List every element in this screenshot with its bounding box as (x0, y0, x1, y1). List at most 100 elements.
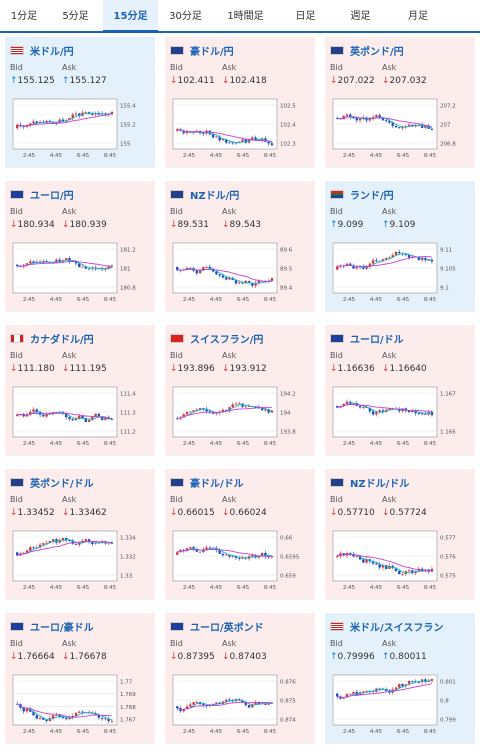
candle-body (211, 269, 215, 272)
y-tick-label: 1.77 (120, 680, 133, 686)
tab-6[interactable]: 週足 (350, 11, 371, 22)
candle-body (336, 405, 339, 408)
mini-candlestick-chart[interactable]: 9.11 9.105 9.1 2:45 4:45 6:45 8:45 (331, 241, 469, 307)
candle-body (257, 281, 261, 284)
currency-pair-link[interactable]: 英ポンド/円 (350, 46, 404, 58)
bid-label: Bid (330, 207, 343, 216)
candle-body (391, 122, 394, 126)
mini-candlestick-chart[interactable]: 155.4 155.2 155 2:45 4:45 6:45 8:45 (11, 97, 149, 163)
currency-pair-link[interactable]: 米ドル/円 (30, 46, 74, 58)
currency-pair-link[interactable]: ユーロ/ドル (350, 334, 404, 346)
quote-labels: Bid Ask (10, 207, 150, 218)
currency-pair-link[interactable]: ユーロ/英ポンド (190, 622, 264, 634)
tab-3[interactable]: 30分足 (169, 11, 202, 22)
currency-flag-icon (10, 189, 24, 199)
mini-candlestick-chart[interactable]: 1.77 1.769 1.768 1.767 2:45 4:45 6:45 8:45 (11, 673, 149, 739)
bid-label: Bid (170, 351, 183, 360)
tab-1[interactable]: 5分足 (62, 11, 89, 22)
currency-pair-link[interactable]: ランド/円 (350, 190, 394, 202)
bid-label: Bid (330, 639, 343, 648)
currency-pair-link[interactable]: 米ドル/スイスフラン (350, 622, 444, 634)
rate-card[interactable]: NZドル/円 Bid Ask ↓89.531 ↓89.543 89.6 89.5 8… (165, 181, 315, 312)
bid-value: ↓89.531 (170, 220, 210, 230)
candle-body (352, 117, 355, 119)
candle-body (176, 129, 179, 131)
candle-body (241, 557, 244, 559)
candle-body (189, 704, 192, 707)
candle-body (42, 414, 45, 417)
candle-body (84, 112, 87, 114)
candle-body (65, 718, 68, 720)
card-header: ユーロ/円 (10, 186, 150, 202)
bid-label: Bid (170, 495, 183, 504)
plot-frame (332, 386, 438, 438)
rate-card[interactable]: 米ドル/円 Bid Ask ↑155.125 ↑155.127 155.4 155… (5, 37, 155, 168)
mini-candlestick-chart[interactable]: 111.4 111.3 111.2 2:45 4:45 6:45 8:45 (11, 385, 149, 451)
bid-label: Bid (10, 63, 23, 72)
x-tick-label: 4:45 (210, 585, 223, 591)
mini-candlestick-chart[interactable]: 0.801 0.8 0.799 2:45 4:45 6:45 8:45 (331, 673, 469, 739)
mini-candlestick-chart[interactable]: 1.167 1.166 2:45 4:45 6:45 8:45 (331, 385, 469, 451)
bid-label: Bid (10, 207, 23, 216)
moving-average-long (176, 548, 272, 558)
rate-card[interactable]: ユーロ/円 Bid Ask ↓180.934 ↓180.939 181.2 181… (5, 181, 155, 312)
tab-0[interactable]: 1分足 (10, 11, 38, 22)
candle-body (84, 539, 87, 541)
rate-card[interactable]: 英ポンド/円 Bid Ask ↓207.022 ↓207.032 207.2 20… (325, 37, 475, 168)
mini-candlestick-chart[interactable]: 194.2 194 193.8 2:45 4:45 6:45 8:45 (171, 385, 309, 451)
mini-candlestick-chart[interactable]: 102.5 102.4 102.3 2:45 4:45 6:45 8:45 (171, 97, 309, 163)
tab-2[interactable]: 15分足 (103, 0, 158, 33)
currency-pair-link[interactable]: NZドル/ドル (350, 478, 410, 490)
tab-4[interactable]: 1時間足 (227, 11, 264, 22)
currency-pair-link[interactable]: 豪ドル/円 (190, 46, 234, 58)
candle-body (221, 409, 225, 412)
currency-pair-link[interactable]: ユーロ/円 (30, 190, 74, 202)
rate-card[interactable]: 英ポンド/ドル Bid Ask ↓1.33452 ↓1.33462 1.334 1… (5, 469, 155, 600)
candle-body (68, 717, 71, 720)
currency-pair-link[interactable]: カナダドル/円 (30, 334, 94, 346)
candle-body (244, 139, 247, 143)
mini-candlestick-chart[interactable]: 0.577 0.576 0.575 2:45 4:45 6:45 8:45 (331, 529, 469, 595)
candle-body (176, 706, 179, 709)
tab-5[interactable]: 日足 (295, 11, 316, 22)
tab-7[interactable]: 月足 (408, 11, 428, 22)
rate-card[interactable]: 豪ドル/円 Bid Ask ↓102.411 ↓102.418 102.5 102… (165, 37, 315, 168)
x-tick-label: 4:45 (50, 153, 63, 159)
y-tick-label: 1.769 (120, 692, 136, 698)
rate-card[interactable]: NZドル/ドル Bid Ask ↓0.57710 ↓0.57724 0.577 0… (325, 469, 475, 600)
candle-body (25, 414, 29, 417)
mini-candlestick-chart[interactable]: 89.6 89.5 89.4 2:45 4:45 6:45 8:45 (171, 241, 309, 307)
rate-card[interactable]: 米ドル/スイスフラン Bid Ask ↑0.79996 ↑0.80011 0.8… (325, 613, 475, 744)
rate-card[interactable]: ランド/円 Bid Ask ↑9.099 ↑9.109 9.11 9.105 9.1… (325, 181, 475, 312)
bid-value: ↑0.79996 (330, 652, 375, 662)
candle-body (385, 565, 388, 569)
rate-card[interactable]: カナダドル/円 Bid Ask ↓111.180 ↓111.195 111.4 1… (5, 325, 155, 456)
timeframe-tabs: 1分足 5分足 15分足 30分足 1時間足 日足 週足 月足 (0, 0, 480, 33)
candle-body (420, 679, 424, 683)
currency-pair-link[interactable]: NZドル/円 (190, 190, 240, 202)
candle-body (176, 267, 179, 270)
ask-value: ↑0.80011 (382, 652, 427, 662)
mini-candlestick-chart[interactable]: 207.2 207 206.8 2:45 4:45 6:45 8:45 (331, 97, 469, 163)
rate-card[interactable]: 豪ドル/ドル Bid Ask ↓0.66015 ↓0.66024 0.66 0.6… (165, 469, 315, 600)
currency-pair-link[interactable]: スイスフラン/円 (190, 334, 264, 346)
y-tick-label: 1.768 (120, 705, 136, 711)
mini-candlestick-chart[interactable]: 0.66 0.6595 0.659 2:45 4:45 6:45 8:45 (171, 529, 309, 595)
mini-candlestick-chart[interactable]: 181.2 181 180.8 2:45 4:45 6:45 8:45 (11, 241, 149, 307)
candle-body (267, 141, 270, 144)
currency-pair-link[interactable]: 英ポンド/ドル (30, 478, 94, 490)
rate-card[interactable]: ユーロ/豪ドル Bid Ask ↓1.76664 ↓1.76678 1.77 1.… (5, 613, 155, 744)
rate-card[interactable]: スイスフラン/円 Bid Ask ↓193.896 ↓193.912 194.2… (165, 325, 315, 456)
candle-body (375, 412, 378, 415)
candle-body (264, 552, 267, 557)
rate-card[interactable]: ユーロ/英ポンド Bid Ask ↓0.87395 ↓0.87403 0.876… (165, 613, 315, 744)
rate-card[interactable]: ユーロ/ドル Bid Ask ↓1.16636 ↓1.16640 1.167 1.… (325, 325, 475, 456)
candle-body (254, 702, 257, 705)
mini-candlestick-chart[interactable]: 1.334 1.332 1.33 2:45 4:45 6:45 8:45 (11, 529, 149, 595)
trend-arrow-icon: ↑ (382, 220, 390, 230)
y-tick-label: 0.659 (280, 574, 296, 580)
candle-body (388, 257, 391, 259)
currency-pair-link[interactable]: ユーロ/豪ドル (30, 622, 94, 634)
mini-candlestick-chart[interactable]: 0.876 0.875 0.874 2:45 4:45 6:45 8:45 (171, 673, 309, 739)
currency-pair-link[interactable]: 豪ドル/ドル (190, 478, 244, 490)
